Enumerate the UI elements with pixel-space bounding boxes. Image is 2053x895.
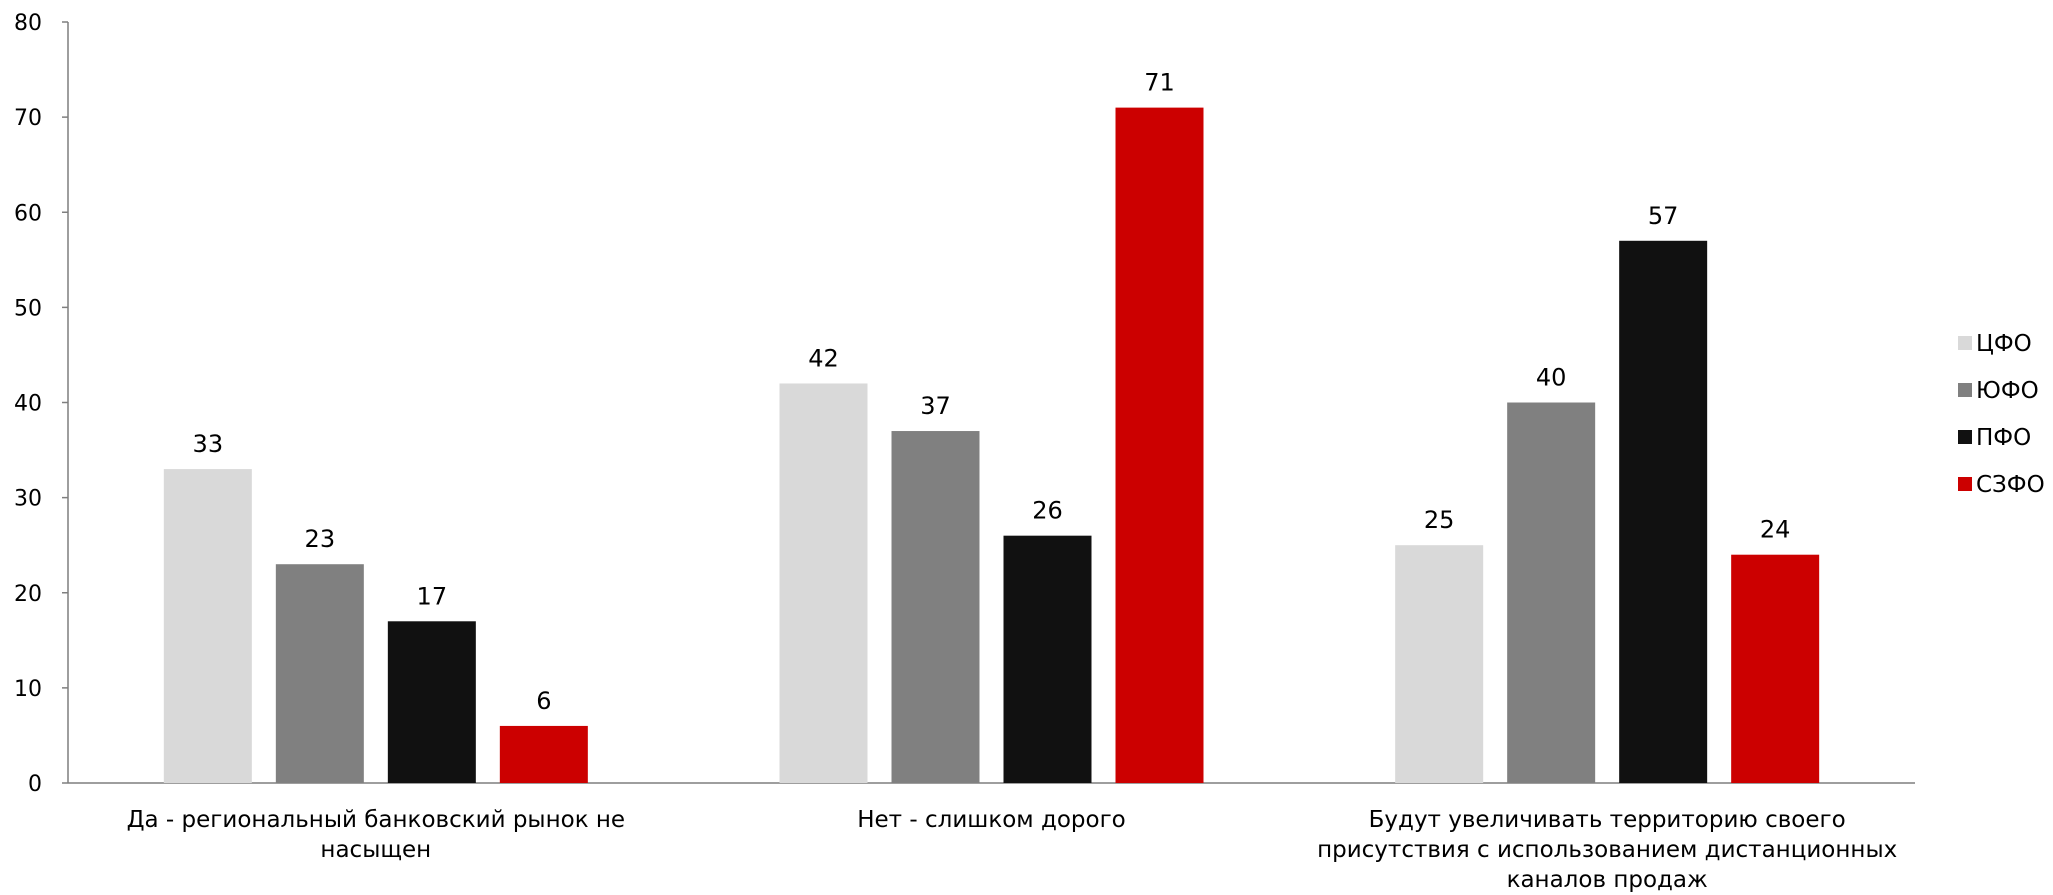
bar xyxy=(1003,535,1092,783)
legend-swatch xyxy=(1958,336,1972,350)
data-label: 71 xyxy=(1144,69,1175,97)
category-labels: Да - региональный банковский рынок не нас… xyxy=(127,807,1898,893)
y-tick-label: 20 xyxy=(14,582,42,607)
legend-label: ЮФО xyxy=(1976,378,2039,404)
data-label: 23 xyxy=(305,525,336,553)
legend: ЦФО ЮФО ПФО СЗФО xyxy=(1958,331,2045,498)
bar xyxy=(387,621,476,783)
bar xyxy=(1731,554,1820,783)
y-tick-label: 10 xyxy=(14,677,42,702)
data-label: 6 xyxy=(536,687,551,715)
legend-label: ЦФО xyxy=(1976,331,2032,357)
y-tick-label: 40 xyxy=(14,392,42,417)
bars xyxy=(163,107,1820,784)
y-tick-label: 80 xyxy=(14,11,42,36)
y-tick-label: 50 xyxy=(14,296,42,321)
category-label: Будут увеличивать территорию своего xyxy=(1369,807,1846,833)
data-label: 25 xyxy=(1424,506,1455,534)
bar xyxy=(779,383,868,783)
y-axis: 0 10 20 30 40 50 60 70 80 xyxy=(14,11,69,797)
bar xyxy=(499,725,588,783)
legend-swatch xyxy=(1958,477,1972,491)
category-label: насыщен xyxy=(320,837,431,863)
y-tick-label: 60 xyxy=(14,201,42,226)
category-label: присутствия с использованием дистанционн… xyxy=(1317,837,1897,863)
legend-label: СЗФО xyxy=(1976,472,2045,498)
bar xyxy=(1619,240,1708,784)
data-label: 24 xyxy=(1760,516,1791,544)
bar xyxy=(1507,402,1596,783)
data-label: 57 xyxy=(1648,202,1679,230)
data-labels: 33 23 17 6 42 37 26 71 25 40 57 24 xyxy=(193,69,1791,715)
bar xyxy=(1395,545,1484,783)
bar xyxy=(1115,107,1204,784)
data-label: 40 xyxy=(1536,364,1567,392)
category-label: Нет - слишком дорого xyxy=(857,807,1126,833)
legend-label: ПФО xyxy=(1976,425,2031,451)
bar xyxy=(275,564,364,783)
data-label: 17 xyxy=(417,582,448,610)
category-label: Да - региональный банковский рынок не xyxy=(127,807,626,833)
y-tick-label: 30 xyxy=(14,487,42,512)
data-label: 26 xyxy=(1032,497,1063,525)
legend-swatch xyxy=(1958,430,1972,444)
data-label: 33 xyxy=(193,430,224,458)
category-label: каналов продаж xyxy=(1507,867,1708,893)
y-tick-label: 0 xyxy=(28,772,42,797)
y-tick-label: 70 xyxy=(14,106,42,131)
bar xyxy=(891,431,980,783)
legend-swatch xyxy=(1958,383,1972,397)
data-label: 42 xyxy=(808,344,839,372)
data-label: 37 xyxy=(920,392,951,420)
bar xyxy=(163,469,252,783)
